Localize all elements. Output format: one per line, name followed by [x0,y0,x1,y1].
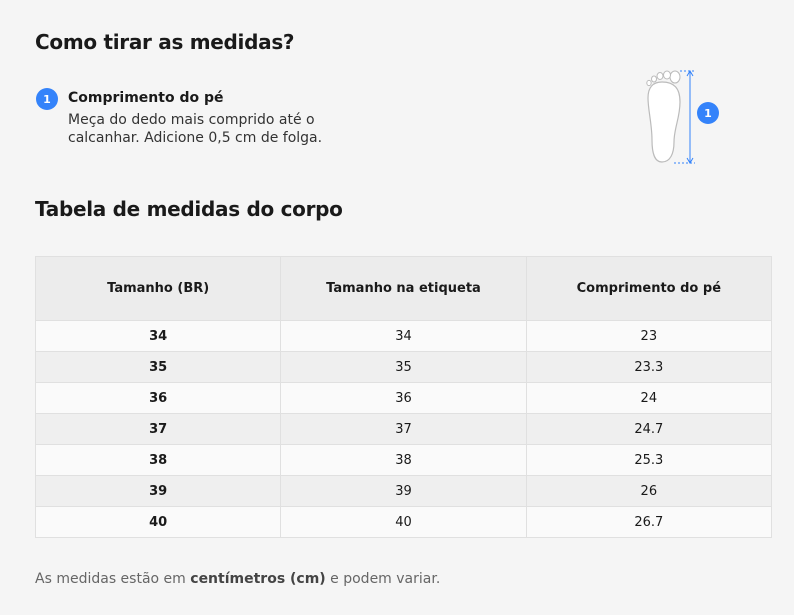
size-table: Tamanho (BR) Tamanho na etiqueta Comprimen… [34,256,773,538]
table-cell: 37 [34,413,282,445]
table-row: 38 38 25.3 [34,444,773,476]
footer-text: As medidas estão em [35,571,191,587]
table-cell: 38 [280,444,527,476]
table-row: 34 34 23 [34,320,773,352]
section-title: Tabela de medidas do corpo [35,197,343,221]
footer-text: e podem variar. [325,571,441,587]
foot-illustration [646,70,695,164]
step-badge: 1 [36,88,58,110]
table-cell: 23.3 [525,351,773,383]
column-header: Tamanho na etiqueta [280,256,527,321]
table-cell: 26.7 [525,506,773,538]
table-cell: 37 [280,413,527,445]
table-cell: 24.7 [525,413,773,445]
footer-bold: centímetros (cm) [190,571,326,587]
table-cell: 38 [34,444,282,476]
table-cell: 26 [525,475,773,507]
table-row: 35 35 23.3 [34,351,773,383]
table-row: 37 37 24.7 [34,413,773,445]
table-row: 39 39 26 [34,475,773,507]
table-cell: 34 [280,320,527,352]
footer-note: As medidas estão em centímetros (cm) e p… [35,571,440,587]
page-title: Como tirar as medidas? [35,30,295,54]
table-cell: 24 [525,382,773,414]
table-cell: 39 [34,475,282,507]
table-cell: 36 [34,382,282,414]
table-cell: 34 [34,320,282,352]
table-cell: 35 [34,351,282,383]
column-header: Tamanho (BR) [34,256,282,321]
header-row: Tamanho (BR) Tamanho na etiqueta Comprimen… [34,256,773,321]
table-cell: 35 [280,351,527,383]
step-title: Comprimento do pé [68,90,224,106]
table-cell: 40 [34,506,282,538]
table-cell: 25.3 [525,444,773,476]
table-body: 34 34 23 35 35 23.3 36 36 24 37 37 24.7 38 38 25.3 39 39… [34,320,773,538]
column-header: Comprimento do pé [525,256,773,321]
table-cell: 36 [280,382,527,414]
table-row: 36 36 24 [34,382,773,414]
table-cell: 40 [280,506,527,538]
table-cell: 39 [280,475,527,507]
step-description: Meça do dedo mais comprido até o calcanh… [68,112,323,146]
illustration-badge: 1 [697,102,719,124]
table-cell: 23 [525,320,773,352]
table-row: 40 40 26.7 [34,506,773,538]
